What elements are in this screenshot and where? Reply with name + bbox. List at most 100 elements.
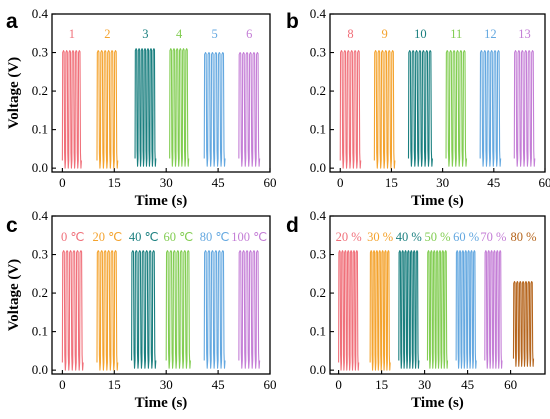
x-tick-label: 0 bbox=[59, 377, 66, 392]
y-tick-label: 0.3 bbox=[310, 45, 326, 60]
series-label: 2 bbox=[104, 27, 110, 41]
series-line bbox=[134, 48, 157, 167]
series-label: 80 ℃ bbox=[200, 230, 230, 244]
series-line bbox=[455, 250, 477, 369]
y-axis-title: Voltage (V) bbox=[6, 259, 22, 331]
series-line bbox=[338, 250, 360, 371]
x-axis-title: Time (s) bbox=[411, 395, 464, 411]
series-line bbox=[339, 50, 362, 169]
x-tick-label: 60 bbox=[264, 377, 277, 392]
series-line bbox=[96, 50, 119, 169]
series-line bbox=[165, 250, 191, 369]
plot-frame bbox=[329, 215, 546, 375]
y-tick-label: 0.0 bbox=[310, 362, 326, 377]
panel-letter-a: a bbox=[6, 10, 18, 33]
series-line bbox=[238, 250, 261, 369]
y-tick-label: 0.2 bbox=[32, 285, 48, 300]
panel-letter-c: c bbox=[6, 214, 18, 237]
y-tick-label: 0.2 bbox=[310, 285, 326, 300]
x-tick-label: 60 bbox=[539, 175, 550, 190]
y-tick-label: 0.1 bbox=[32, 122, 48, 137]
series-line bbox=[479, 50, 502, 167]
x-tick-label: 0 bbox=[335, 377, 342, 392]
series-line bbox=[203, 250, 226, 369]
y-tick-label: 0.0 bbox=[310, 160, 326, 175]
plot-frame bbox=[329, 13, 546, 173]
series-label: 6 bbox=[246, 27, 252, 41]
series-line bbox=[407, 50, 433, 167]
plot-frame bbox=[51, 215, 271, 375]
series-label: 5 bbox=[212, 27, 218, 41]
series-label: 50 % bbox=[424, 230, 450, 244]
series-label: 11 bbox=[450, 27, 462, 41]
series-line bbox=[512, 280, 535, 367]
series-line bbox=[369, 250, 391, 371]
y-tick-label: 0.4 bbox=[310, 208, 327, 223]
series-label: 12 bbox=[484, 27, 497, 41]
x-tick-label: 45 bbox=[461, 377, 474, 392]
panel-letter-b: b bbox=[286, 10, 299, 33]
series-label: 40 % bbox=[396, 230, 422, 244]
x-tick-label: 15 bbox=[108, 175, 121, 190]
x-tick-label: 30 bbox=[436, 175, 449, 190]
series-line bbox=[96, 250, 119, 371]
series-label: 3 bbox=[142, 27, 148, 41]
series-line bbox=[426, 250, 449, 369]
y-tick-label: 0.1 bbox=[310, 324, 326, 339]
series-line bbox=[373, 50, 396, 169]
x-tick-label: 45 bbox=[487, 175, 500, 190]
y-tick-label: 0.4 bbox=[310, 6, 327, 21]
x-tick-label: 45 bbox=[212, 377, 225, 392]
series-line bbox=[61, 50, 82, 169]
plot-frame bbox=[51, 13, 271, 173]
series-label: 9 bbox=[381, 27, 387, 41]
series-label: 20 ℃ bbox=[93, 230, 123, 244]
series-line bbox=[131, 250, 157, 369]
panel-c: c 0.0 0.1 0.2 0.3 0.4 0 15 30 45 60 Time (s) Voltag… bbox=[6, 208, 277, 411]
y-tick-label: 0.2 bbox=[310, 83, 326, 98]
y-tick-label: 0.4 bbox=[32, 208, 49, 223]
y-axis-title: Voltage (V) bbox=[6, 57, 22, 129]
x-tick-label: 45 bbox=[212, 175, 225, 190]
y-tick-label: 0.3 bbox=[310, 247, 326, 262]
x-axis-title: Time (s) bbox=[411, 193, 464, 209]
series-label: 8 bbox=[347, 27, 353, 41]
x-axis-title: Time (s) bbox=[135, 193, 188, 209]
y-tick-label: 0.3 bbox=[32, 247, 48, 262]
series-label: 4 bbox=[176, 27, 183, 41]
y-tick-label: 0.3 bbox=[32, 45, 48, 60]
x-tick-label: 15 bbox=[108, 377, 121, 392]
series-label: 20 % bbox=[336, 230, 362, 244]
x-axis-title: Time (s) bbox=[135, 395, 188, 411]
series-label: 80 % bbox=[510, 230, 536, 244]
series-line bbox=[484, 250, 503, 369]
series-line bbox=[513, 50, 536, 167]
series-label: 60 ℃ bbox=[163, 230, 193, 244]
x-tick-label: 15 bbox=[375, 377, 388, 392]
panel-b: b 0.0 0.1 0.2 0.3 0.4 0 15 30 45 60 Time (s) 8 9 10 11… bbox=[286, 6, 550, 209]
y-tick-label: 0.4 bbox=[32, 6, 49, 21]
y-tick-label: 0.0 bbox=[32, 362, 48, 377]
x-tick-label: 30 bbox=[160, 175, 173, 190]
x-tick-label: 60 bbox=[504, 377, 517, 392]
series-line bbox=[398, 250, 420, 369]
series-line bbox=[445, 50, 468, 167]
x-tick-label: 30 bbox=[418, 377, 431, 392]
series-label: 30 % bbox=[367, 230, 393, 244]
series-line bbox=[169, 48, 190, 167]
panel-d: d 0.0 0.1 0.2 0.3 0.4 0 15 30 45 60 Time (s) 20 % 30… bbox=[286, 208, 546, 411]
panel-letter-d: d bbox=[286, 214, 299, 237]
series-label: 13 bbox=[518, 27, 531, 41]
y-tick-label: 0.1 bbox=[310, 122, 326, 137]
series-label: 0 ℃ bbox=[61, 230, 84, 244]
x-tick-label: 0 bbox=[59, 175, 66, 190]
y-tick-label: 0.2 bbox=[32, 83, 48, 98]
series-label: 60 % bbox=[453, 230, 479, 244]
series-line bbox=[61, 250, 84, 371]
x-tick-label: 0 bbox=[337, 175, 344, 190]
y-tick-label: 0.0 bbox=[32, 160, 48, 175]
x-tick-label: 30 bbox=[160, 377, 173, 392]
series-label: 40 ℃ bbox=[129, 230, 159, 244]
